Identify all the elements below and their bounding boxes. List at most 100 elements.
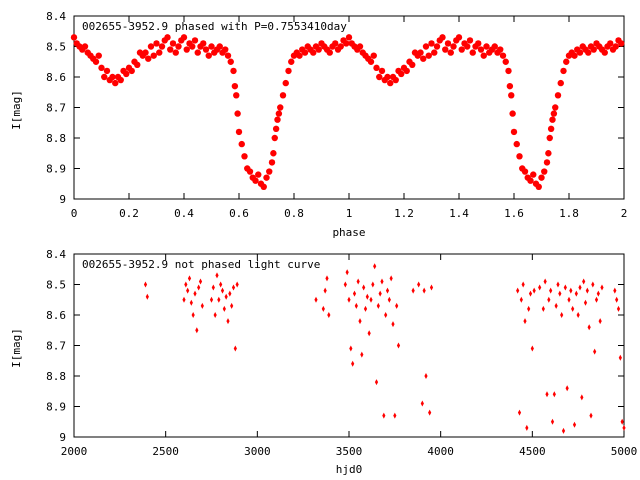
x-axis-label: hjd0	[336, 463, 363, 476]
data-point	[226, 318, 230, 325]
data-point	[532, 287, 536, 294]
data-point	[195, 327, 199, 334]
data-point	[367, 58, 375, 65]
data-point	[552, 104, 559, 111]
data-point	[349, 345, 353, 352]
data-point	[337, 43, 344, 50]
data-point	[270, 150, 277, 157]
data-point	[590, 46, 597, 53]
data-point	[550, 110, 558, 117]
x-tick-label: 2000	[61, 445, 88, 458]
x-axis-label: phase	[332, 226, 365, 239]
x-tick-label: 0	[71, 207, 78, 220]
data-point	[325, 275, 329, 282]
data-point	[546, 134, 553, 142]
data-point	[535, 183, 542, 190]
x-tick-label: 3000	[244, 445, 271, 458]
data-point	[217, 296, 221, 303]
data-point	[117, 76, 124, 84]
data-point	[600, 284, 604, 291]
y-tick-label: 8.9	[46, 163, 66, 176]
data-point	[189, 299, 193, 306]
data-point	[382, 412, 386, 419]
data-point	[255, 171, 262, 178]
plot-frame	[73, 253, 625, 438]
data-point	[596, 290, 600, 297]
data-point	[547, 125, 555, 133]
data-point	[378, 290, 382, 297]
data-point	[395, 302, 399, 309]
data-point	[380, 278, 384, 285]
data-point	[224, 293, 228, 300]
data-point	[150, 52, 157, 59]
data-point	[558, 290, 562, 297]
data-point	[296, 52, 303, 59]
data-point	[417, 49, 424, 56]
data-point	[230, 302, 234, 309]
data-point	[571, 52, 578, 59]
data-point	[420, 400, 424, 407]
y-tick-label: 8.4	[46, 248, 66, 261]
data-point	[480, 52, 487, 59]
y-tick-label: 8.9	[46, 401, 66, 414]
data-point	[409, 61, 416, 68]
data-point	[549, 116, 556, 123]
data-point	[565, 385, 569, 392]
data-point	[613, 287, 617, 294]
x-tick-label: 3500	[336, 445, 363, 458]
data-point	[332, 40, 339, 47]
data-point	[184, 281, 188, 288]
data-point	[373, 263, 377, 270]
data-point	[538, 284, 542, 291]
data-point	[285, 67, 292, 75]
data-point	[224, 52, 232, 59]
data-point	[425, 52, 432, 59]
data-point	[616, 305, 621, 312]
data-point	[439, 34, 446, 41]
data-point	[455, 34, 463, 41]
data-point	[411, 287, 415, 294]
data-point	[591, 281, 595, 288]
data-point	[354, 302, 358, 309]
tick-group: 0 0.2 0.4 0.6 0.8 1 1.2 1.4 1.6 1.8 2 8.4 8.5 8.6 8.7 8…	[46, 10, 627, 220]
data-point	[393, 412, 397, 419]
data-point	[112, 79, 119, 87]
data-point	[365, 293, 369, 300]
data-point	[209, 296, 214, 303]
y-tick-label: 8.6	[46, 309, 66, 322]
data-point	[235, 281, 239, 288]
y-tick-label: 8.8	[46, 132, 66, 145]
y-axis-label: I[mag]	[10, 328, 23, 368]
data-point	[98, 64, 105, 72]
data-point	[156, 49, 163, 56]
x-tick-label: 4000	[427, 445, 454, 458]
data-point	[556, 281, 560, 288]
data-point	[233, 92, 240, 99]
data-point	[369, 296, 373, 303]
data-point	[314, 296, 318, 303]
data-point	[213, 312, 217, 318]
data-point	[572, 421, 577, 428]
data-point	[607, 40, 614, 47]
data-point	[301, 49, 309, 56]
data-point	[321, 305, 325, 312]
data-point	[545, 150, 552, 157]
data-point	[475, 40, 482, 47]
y-axis-label: I[mag]	[10, 90, 23, 130]
data-point	[554, 302, 558, 309]
y-tick-label: 9	[59, 431, 66, 444]
data-point	[230, 67, 237, 75]
data-point	[145, 55, 152, 62]
x-tick-label: 1.8	[559, 207, 579, 220]
data-point	[310, 49, 317, 56]
data-point	[189, 43, 196, 50]
data-point	[263, 174, 270, 181]
data-point	[362, 284, 366, 291]
data-point	[172, 49, 179, 56]
data-point	[186, 287, 190, 294]
data-point	[589, 412, 593, 419]
data-point	[142, 49, 149, 56]
unphased-light-curve-plot: 002655-3952.9 not phased light curve hjd…	[10, 248, 637, 476]
data-point	[376, 73, 383, 81]
